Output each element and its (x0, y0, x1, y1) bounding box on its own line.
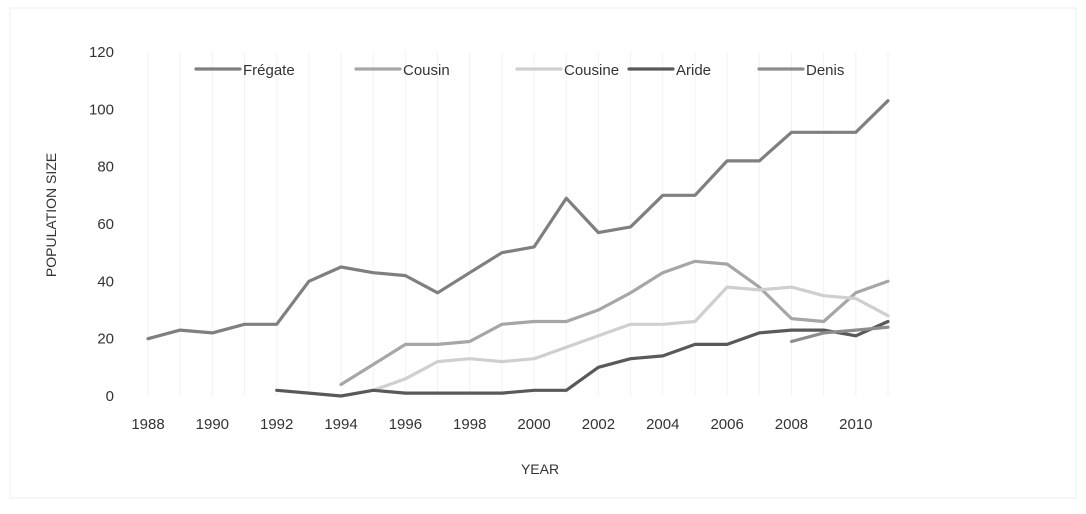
chart-frame (9, 7, 1077, 499)
series-line (275, 319, 890, 398)
x-tick-label: 1998 (453, 416, 486, 433)
x-tick-label: 2004 (646, 416, 679, 433)
x-tick-label: 2000 (517, 416, 550, 433)
series-line (146, 99, 890, 341)
series-line (371, 285, 890, 392)
series-lines (146, 99, 890, 398)
x-tick-label: 2008 (775, 416, 808, 433)
x-tick-label: 1990 (196, 416, 229, 433)
legend-label: Cousin (403, 62, 450, 79)
y-tick-label: 60 (97, 216, 114, 233)
x-tick-label: 1994 (324, 416, 357, 433)
x-tick-label: 1992 (260, 416, 293, 433)
x-tick-label: 2010 (839, 416, 872, 433)
x-tick-label: 1988 (131, 416, 164, 433)
legend-label: Aride (676, 62, 711, 79)
series-line (339, 259, 890, 387)
series-line (789, 325, 890, 344)
legend-label: Denis (806, 62, 844, 79)
y-tick-label: 120 (89, 44, 114, 61)
y-tick-label: 40 (97, 273, 114, 290)
legend-label: Cousine (564, 62, 619, 79)
y-tick-label: 0 (106, 388, 114, 405)
y-tick-label: 20 (97, 331, 114, 348)
x-tick-label: 2006 (710, 416, 743, 433)
y-tick-label: 100 (89, 101, 114, 118)
y-axis-title: POPULATION SIZE (43, 153, 59, 277)
x-tick-label: 1996 (389, 416, 422, 433)
legend: Frégate Cousin Cousine Aride Denis (194, 62, 844, 79)
y-tick-label: 80 (97, 159, 114, 176)
legend-label: Frégate (243, 62, 295, 79)
x-axis-title: YEAR (521, 461, 559, 477)
y-axis-ticks: 0 20 40 60 80 100 120 (89, 44, 114, 405)
x-tick-label: 2002 (582, 416, 615, 433)
x-axis-ticks: 1988 1990 1992 1994 1996 1998 2000 2002 2004 2006… (131, 416, 872, 433)
